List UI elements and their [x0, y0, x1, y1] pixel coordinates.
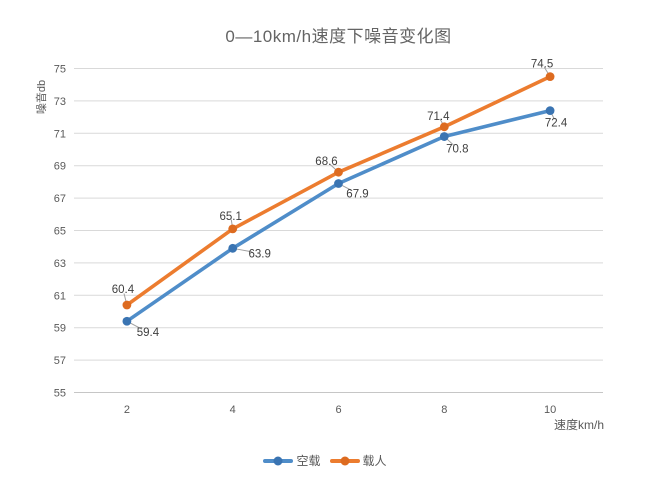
y-tick-label: 61	[54, 290, 66, 302]
y-tick-label: 73	[54, 96, 66, 108]
data-label: 74.5	[531, 59, 553, 71]
series-line-0	[125, 108, 552, 323]
x-tick-label: 8	[441, 404, 447, 416]
legend: 空载 载人	[0, 452, 650, 469]
y-tick-label: 65	[54, 226, 66, 238]
y-tick-label: 63	[54, 258, 66, 270]
data-label: 72.4	[545, 118, 568, 130]
x-axis-title: 速度km/h	[553, 418, 604, 432]
series-0-marker-icon	[122, 316, 132, 326]
data-label: 63.9	[249, 248, 271, 260]
series-0-marker-icon	[334, 179, 343, 188]
data-label: 65.1	[220, 211, 242, 223]
series-0-marker-icon	[439, 132, 449, 141]
data-label: 68.6	[315, 156, 337, 168]
series-1-marker-icon	[122, 300, 132, 310]
y-tick-label: 59	[54, 323, 66, 335]
data-label: 71.4	[427, 111, 450, 123]
y-tick-label: 67	[54, 193, 66, 205]
data-label: 67.9	[346, 189, 368, 201]
data-label: 70.8	[446, 144, 468, 156]
series-0-marker-icon	[228, 243, 238, 253]
series-1-marker-icon	[228, 224, 238, 234]
x-tick-label: 6	[335, 404, 341, 416]
y-tick-label: 55	[54, 388, 66, 400]
legend-line-marker-blue-icon	[263, 456, 294, 465]
chart-title: 0—10km/h速度下噪音变化图	[225, 27, 452, 46]
legend-item-loaded[interactable]: 载人	[329, 452, 387, 469]
legend-line-marker-orange-icon	[329, 456, 360, 465]
legend-label-empty-load: 空载	[296, 454, 321, 468]
series-line-1	[125, 74, 552, 307]
data-label: 59.4	[137, 327, 160, 339]
legend-item-empty-load[interactable]: 空载	[263, 452, 321, 469]
y-tick-label: 75	[54, 64, 66, 76]
series-1-marker-icon	[439, 122, 449, 132]
x-tick-label: 10	[544, 404, 556, 416]
y-tick-label: 69	[54, 161, 66, 173]
data-label: 60.4	[112, 284, 135, 296]
y-tick-label: 57	[54, 355, 66, 367]
x-tick-label: 2	[124, 404, 130, 416]
series-1-marker-icon	[545, 72, 555, 81]
y-tick-label: 71	[54, 128, 66, 140]
series-1-marker-icon	[334, 167, 343, 177]
x-tick-label: 4	[230, 404, 236, 416]
series-0-marker-icon	[545, 106, 555, 116]
legend-label-loaded: 载人	[362, 454, 387, 468]
